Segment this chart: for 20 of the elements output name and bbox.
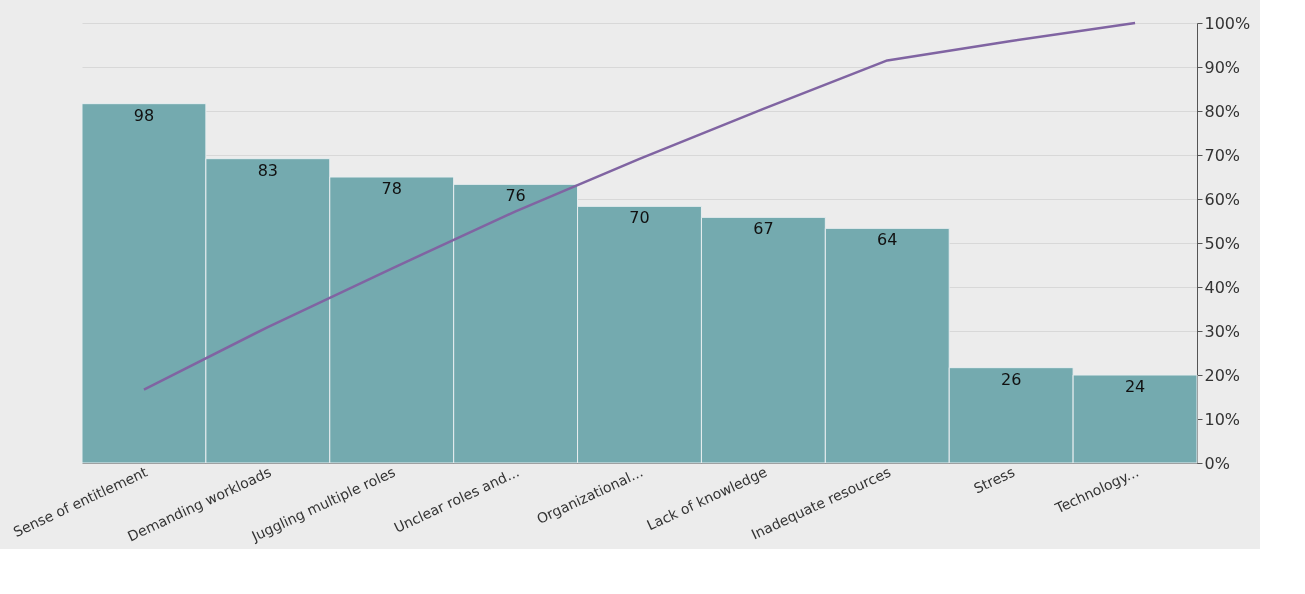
data-label: 83: [257, 160, 279, 180]
y2-tick-label: 0%: [1204, 453, 1230, 473]
data-label: 76: [505, 186, 526, 206]
y2-tick-label: 10%: [1204, 409, 1241, 429]
data-label: 64: [877, 230, 898, 250]
data-label: 67: [753, 219, 774, 239]
data-label: 78: [381, 179, 402, 198]
y2-tick-label: 60%: [1204, 189, 1241, 209]
data-label: 24: [1124, 377, 1146, 396]
y2-tick-label: 50%: [1204, 233, 1241, 253]
y2-tick-label: 70%: [1204, 145, 1241, 165]
data-label: 26: [1000, 369, 1022, 389]
y2-tick-label: 80%: [1204, 101, 1241, 121]
data-label: 70: [629, 208, 650, 228]
y2-tick-label: 90%: [1204, 57, 1241, 77]
y2-tick-label: 30%: [1204, 321, 1241, 341]
data-label: 98: [133, 105, 155, 125]
y2-tick-label: 100%: [1204, 13, 1251, 33]
y2-tick-label: 40%: [1204, 277, 1241, 297]
y2-tick-label: 20%: [1204, 365, 1241, 385]
